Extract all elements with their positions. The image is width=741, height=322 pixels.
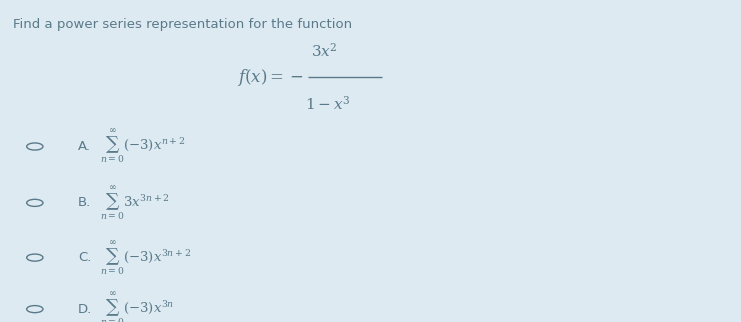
Text: $f(x) = -$: $f(x) = -$ bbox=[236, 67, 304, 88]
Text: Find a power series representation for the function: Find a power series representation for t… bbox=[13, 18, 353, 31]
Text: B.: B. bbox=[78, 196, 91, 209]
Text: $3x^2$: $3x^2$ bbox=[310, 42, 338, 60]
Text: C.: C. bbox=[78, 251, 91, 264]
Text: $\sum_{n=0}^{\infty}(-3)x^{3n}$: $\sum_{n=0}^{\infty}(-3)x^{3n}$ bbox=[100, 290, 174, 322]
Text: D.: D. bbox=[78, 303, 92, 316]
Text: $\sum_{n=0}^{\infty}(-3)x^{n+2}$: $\sum_{n=0}^{\infty}(-3)x^{n+2}$ bbox=[100, 128, 185, 166]
Text: $\sum_{n=0}^{\infty}3x^{3n+2}$: $\sum_{n=0}^{\infty}3x^{3n+2}$ bbox=[100, 184, 170, 222]
Text: A.: A. bbox=[78, 140, 91, 153]
Text: $\sum_{n=0}^{\infty}(-3)x^{3n+2}$: $\sum_{n=0}^{\infty}(-3)x^{3n+2}$ bbox=[100, 239, 191, 277]
Text: $1-x^3$: $1-x^3$ bbox=[305, 95, 350, 113]
